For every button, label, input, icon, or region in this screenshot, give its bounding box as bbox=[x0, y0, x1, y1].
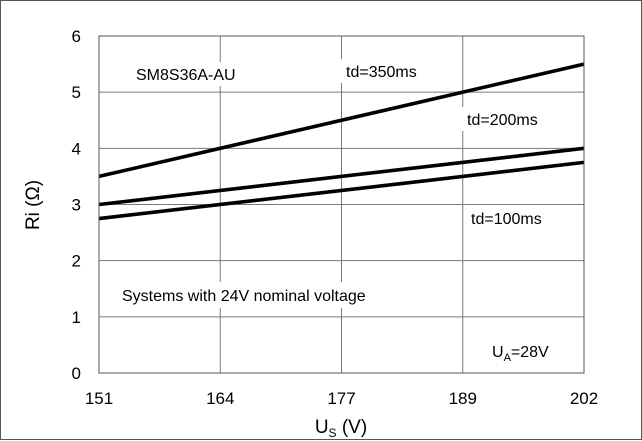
grid-layer bbox=[99, 36, 584, 373]
x-axis-title-unit: (V) bbox=[337, 417, 368, 438]
series-label-bg-100 bbox=[465, 206, 575, 230]
ua-label: UA=28V bbox=[492, 344, 549, 364]
y-tick-label: 2 bbox=[72, 252, 81, 271]
x-tick-label: 164 bbox=[206, 389, 234, 408]
y-tick-labels: 0 1 2 3 4 5 6 bbox=[72, 27, 81, 383]
y-tick-label: 1 bbox=[72, 308, 81, 327]
series-line-td-100ms bbox=[98, 160, 585, 221]
plot-area-border bbox=[98, 35, 585, 374]
series-label-td350: td=350ms bbox=[346, 64, 417, 81]
y-tick-label: 4 bbox=[72, 139, 81, 158]
x-axis-title: US (V) bbox=[315, 417, 367, 440]
series-label-td100: td=100ms bbox=[471, 211, 542, 228]
x-tick-labels: 151 164 177 189 202 bbox=[85, 389, 598, 408]
x-tick-label: 177 bbox=[327, 389, 355, 408]
series-line-td-200ms bbox=[98, 146, 585, 207]
series-label-bg-350 bbox=[340, 59, 450, 83]
ua-label-subscript: A bbox=[504, 352, 512, 364]
x-axis-title-main: U bbox=[315, 417, 329, 438]
ua-label-value: =28V bbox=[511, 344, 549, 361]
part-number-label: SM8S36A-AU bbox=[136, 67, 236, 84]
y-tick-label: 5 bbox=[72, 83, 81, 102]
series-label-td200: td=200ms bbox=[467, 112, 538, 129]
ua-label-main: U bbox=[492, 344, 504, 361]
x-tick-label: 151 bbox=[85, 389, 113, 408]
part-number-bg bbox=[131, 62, 281, 86]
x-tick-label: 202 bbox=[570, 389, 598, 408]
series-layer bbox=[98, 62, 585, 221]
y-tick-label: 0 bbox=[72, 364, 81, 383]
ua-label-bg bbox=[487, 338, 579, 366]
series-label-bg-200 bbox=[461, 107, 573, 131]
y-tick-label: 6 bbox=[72, 27, 81, 46]
x-tick-label: 189 bbox=[449, 389, 477, 408]
series-line-td-350ms bbox=[98, 62, 585, 179]
system-note-label: Systems with 24V nominal voltage bbox=[122, 288, 366, 305]
y-tick-label: 3 bbox=[72, 196, 81, 215]
y-axis-title: Ri (Ω) bbox=[23, 180, 44, 230]
x-axis-title-subscript: S bbox=[329, 426, 337, 440]
system-note-bg bbox=[117, 282, 459, 308]
